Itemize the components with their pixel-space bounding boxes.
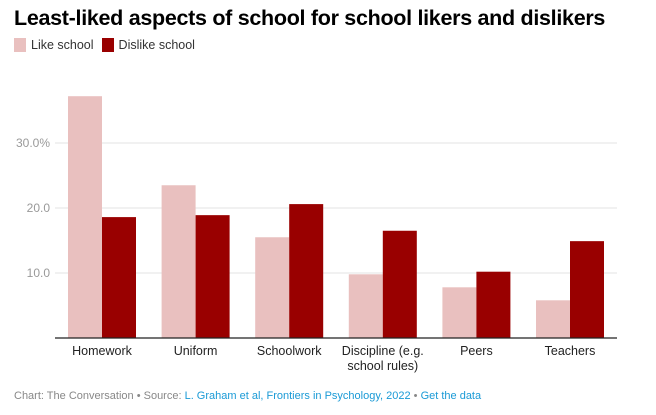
bar-like-3: [348, 274, 383, 338]
x-tick-label-line: Uniform: [174, 344, 218, 358]
footer: Chart: The Conversation • Source: L. Gra…: [14, 390, 481, 402]
x-tick-label: Teachers: [545, 344, 596, 358]
bar-like-2: [255, 237, 290, 338]
x-tick-label-line: school rules): [347, 359, 418, 373]
x-tick-label: Peers: [460, 344, 493, 358]
get-the-data-link[interactable]: Get the data: [420, 390, 482, 402]
legend-item-dislike: Dislike school: [101, 38, 195, 52]
chart-credit: Chart: The Conversation: [14, 390, 134, 402]
bar-like-4: [442, 287, 477, 338]
legend-label-like: Like school: [31, 38, 94, 52]
bar-dislike-5: [570, 241, 604, 338]
source-link[interactable]: L. Graham et al, Frontiers in Psychology…: [184, 390, 411, 402]
legend-item-like: Like school: [14, 38, 94, 52]
y-tick-label: 20.0: [27, 201, 51, 215]
bar-like-5: [536, 300, 570, 338]
source-prefix: Source:: [143, 390, 185, 402]
bar-dislike-0: [102, 217, 136, 338]
legend-label-dislike: Dislike school: [118, 38, 195, 52]
footer-separator-2: •: [410, 390, 421, 402]
footer-separator: •: [133, 390, 144, 402]
x-tick-label: Schoolwork: [257, 344, 322, 358]
y-tick-label: 30.0%: [16, 136, 50, 150]
bar-like-0: [68, 96, 102, 338]
bar-dislike-2: [289, 204, 324, 338]
x-tick-label-line: Teachers: [545, 344, 596, 358]
x-tick-label-line: Peers: [460, 344, 493, 358]
x-tick-label-line: Schoolwork: [257, 344, 322, 358]
chart-title: Least-liked aspects of school for school…: [14, 6, 606, 30]
x-tick-label: Discipline (e.g. school rules): [342, 344, 424, 373]
legend: Like school Dislike school: [14, 38, 203, 52]
bar-dislike-4: [476, 271, 511, 338]
y-tick-label: 10.0: [27, 266, 51, 280]
bar-dislike-1: [195, 215, 230, 338]
x-tick-label-line: Homework: [72, 344, 132, 358]
bar-dislike-3: [382, 230, 417, 338]
legend-swatch-dislike: [101, 38, 114, 52]
x-tick-label: Uniform: [174, 344, 218, 358]
x-tick-label: Homework: [72, 344, 132, 358]
legend-swatch-like: [14, 38, 26, 52]
bar-like-1: [161, 185, 196, 338]
x-tick-label-line: Discipline (e.g.: [342, 344, 424, 358]
